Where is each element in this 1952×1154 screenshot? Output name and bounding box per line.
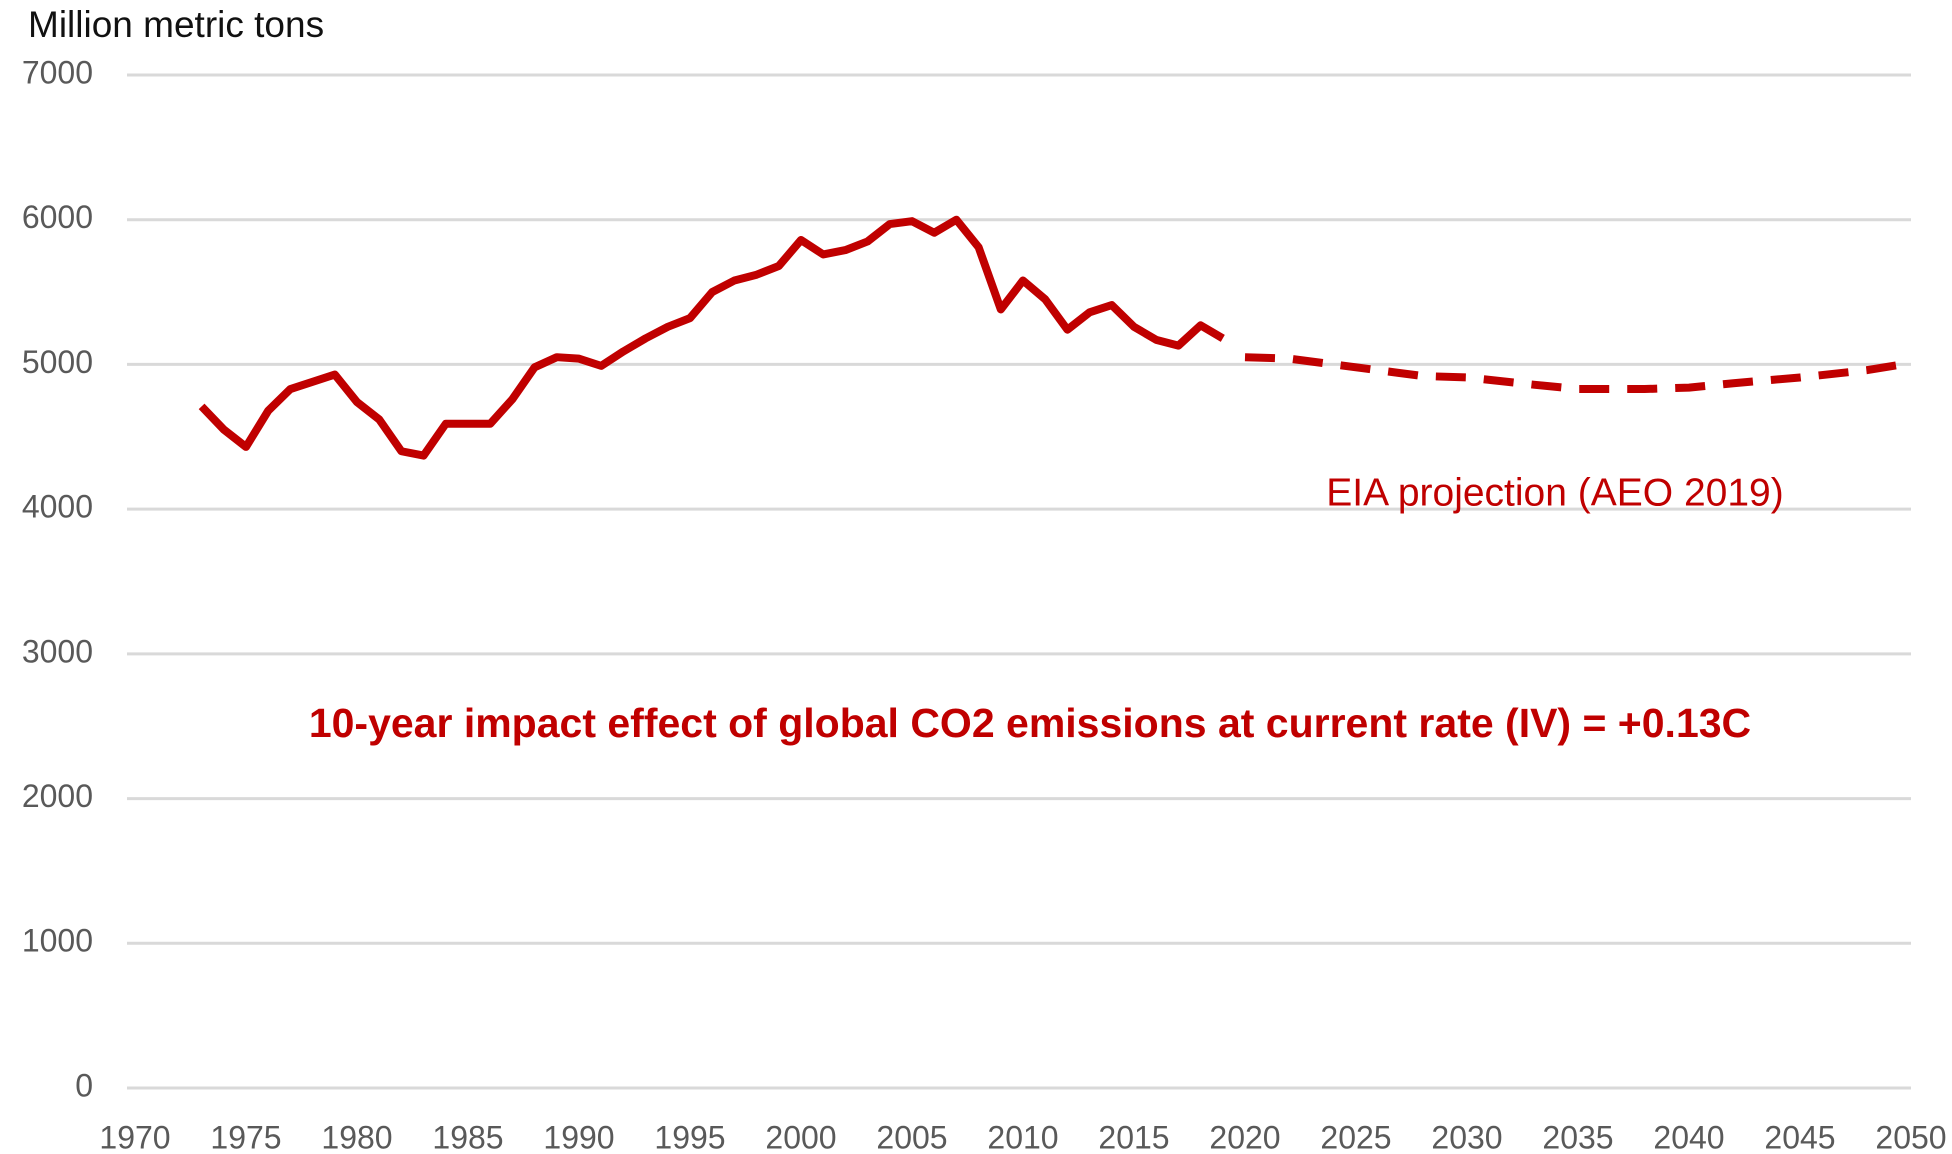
- projection-line: [1244, 353, 1912, 394]
- y-tick-label: 2000: [22, 778, 93, 814]
- x-tick-label: 2050: [1875, 1119, 1946, 1154]
- x-tick-label: 1985: [432, 1119, 503, 1154]
- annotation: 10-year impact effect of global CO2 emis…: [309, 700, 1751, 746]
- x-tick-label: 2025: [1320, 1119, 1391, 1154]
- history-line: [198, 215, 1225, 460]
- x-tick-label: 1980: [321, 1119, 392, 1154]
- y-tick-label: 1000: [22, 923, 93, 959]
- x-tick-label: 1995: [654, 1119, 725, 1154]
- x-tick-label: 2000: [765, 1119, 836, 1154]
- x-tick-label: 1990: [543, 1119, 614, 1154]
- y-axis-label: Million metric tons: [28, 4, 324, 45]
- y-tick-label: 6000: [22, 199, 93, 235]
- y-tick-label: 3000: [22, 633, 93, 669]
- y-tick-label: 4000: [22, 489, 93, 525]
- x-tick-label: 2015: [1098, 1119, 1169, 1154]
- x-tick-label: 1970: [99, 1119, 170, 1154]
- y-tick-label: 7000: [22, 54, 93, 90]
- x-tick-label: 2040: [1653, 1119, 1724, 1154]
- x-tick-label: 2010: [987, 1119, 1058, 1154]
- y-tick-label: 0: [75, 1067, 93, 1103]
- y-tick-label: 5000: [22, 344, 93, 380]
- annotation: EIA projection (AEO 2019): [1326, 471, 1783, 514]
- x-tick-label: 2005: [876, 1119, 947, 1154]
- x-tick-label: 2035: [1542, 1119, 1613, 1154]
- x-tick-label: 1975: [210, 1119, 281, 1154]
- x-tick-label: 2020: [1209, 1119, 1280, 1154]
- x-tick-label: 2030: [1431, 1119, 1502, 1154]
- x-tick-label: 2045: [1764, 1119, 1835, 1154]
